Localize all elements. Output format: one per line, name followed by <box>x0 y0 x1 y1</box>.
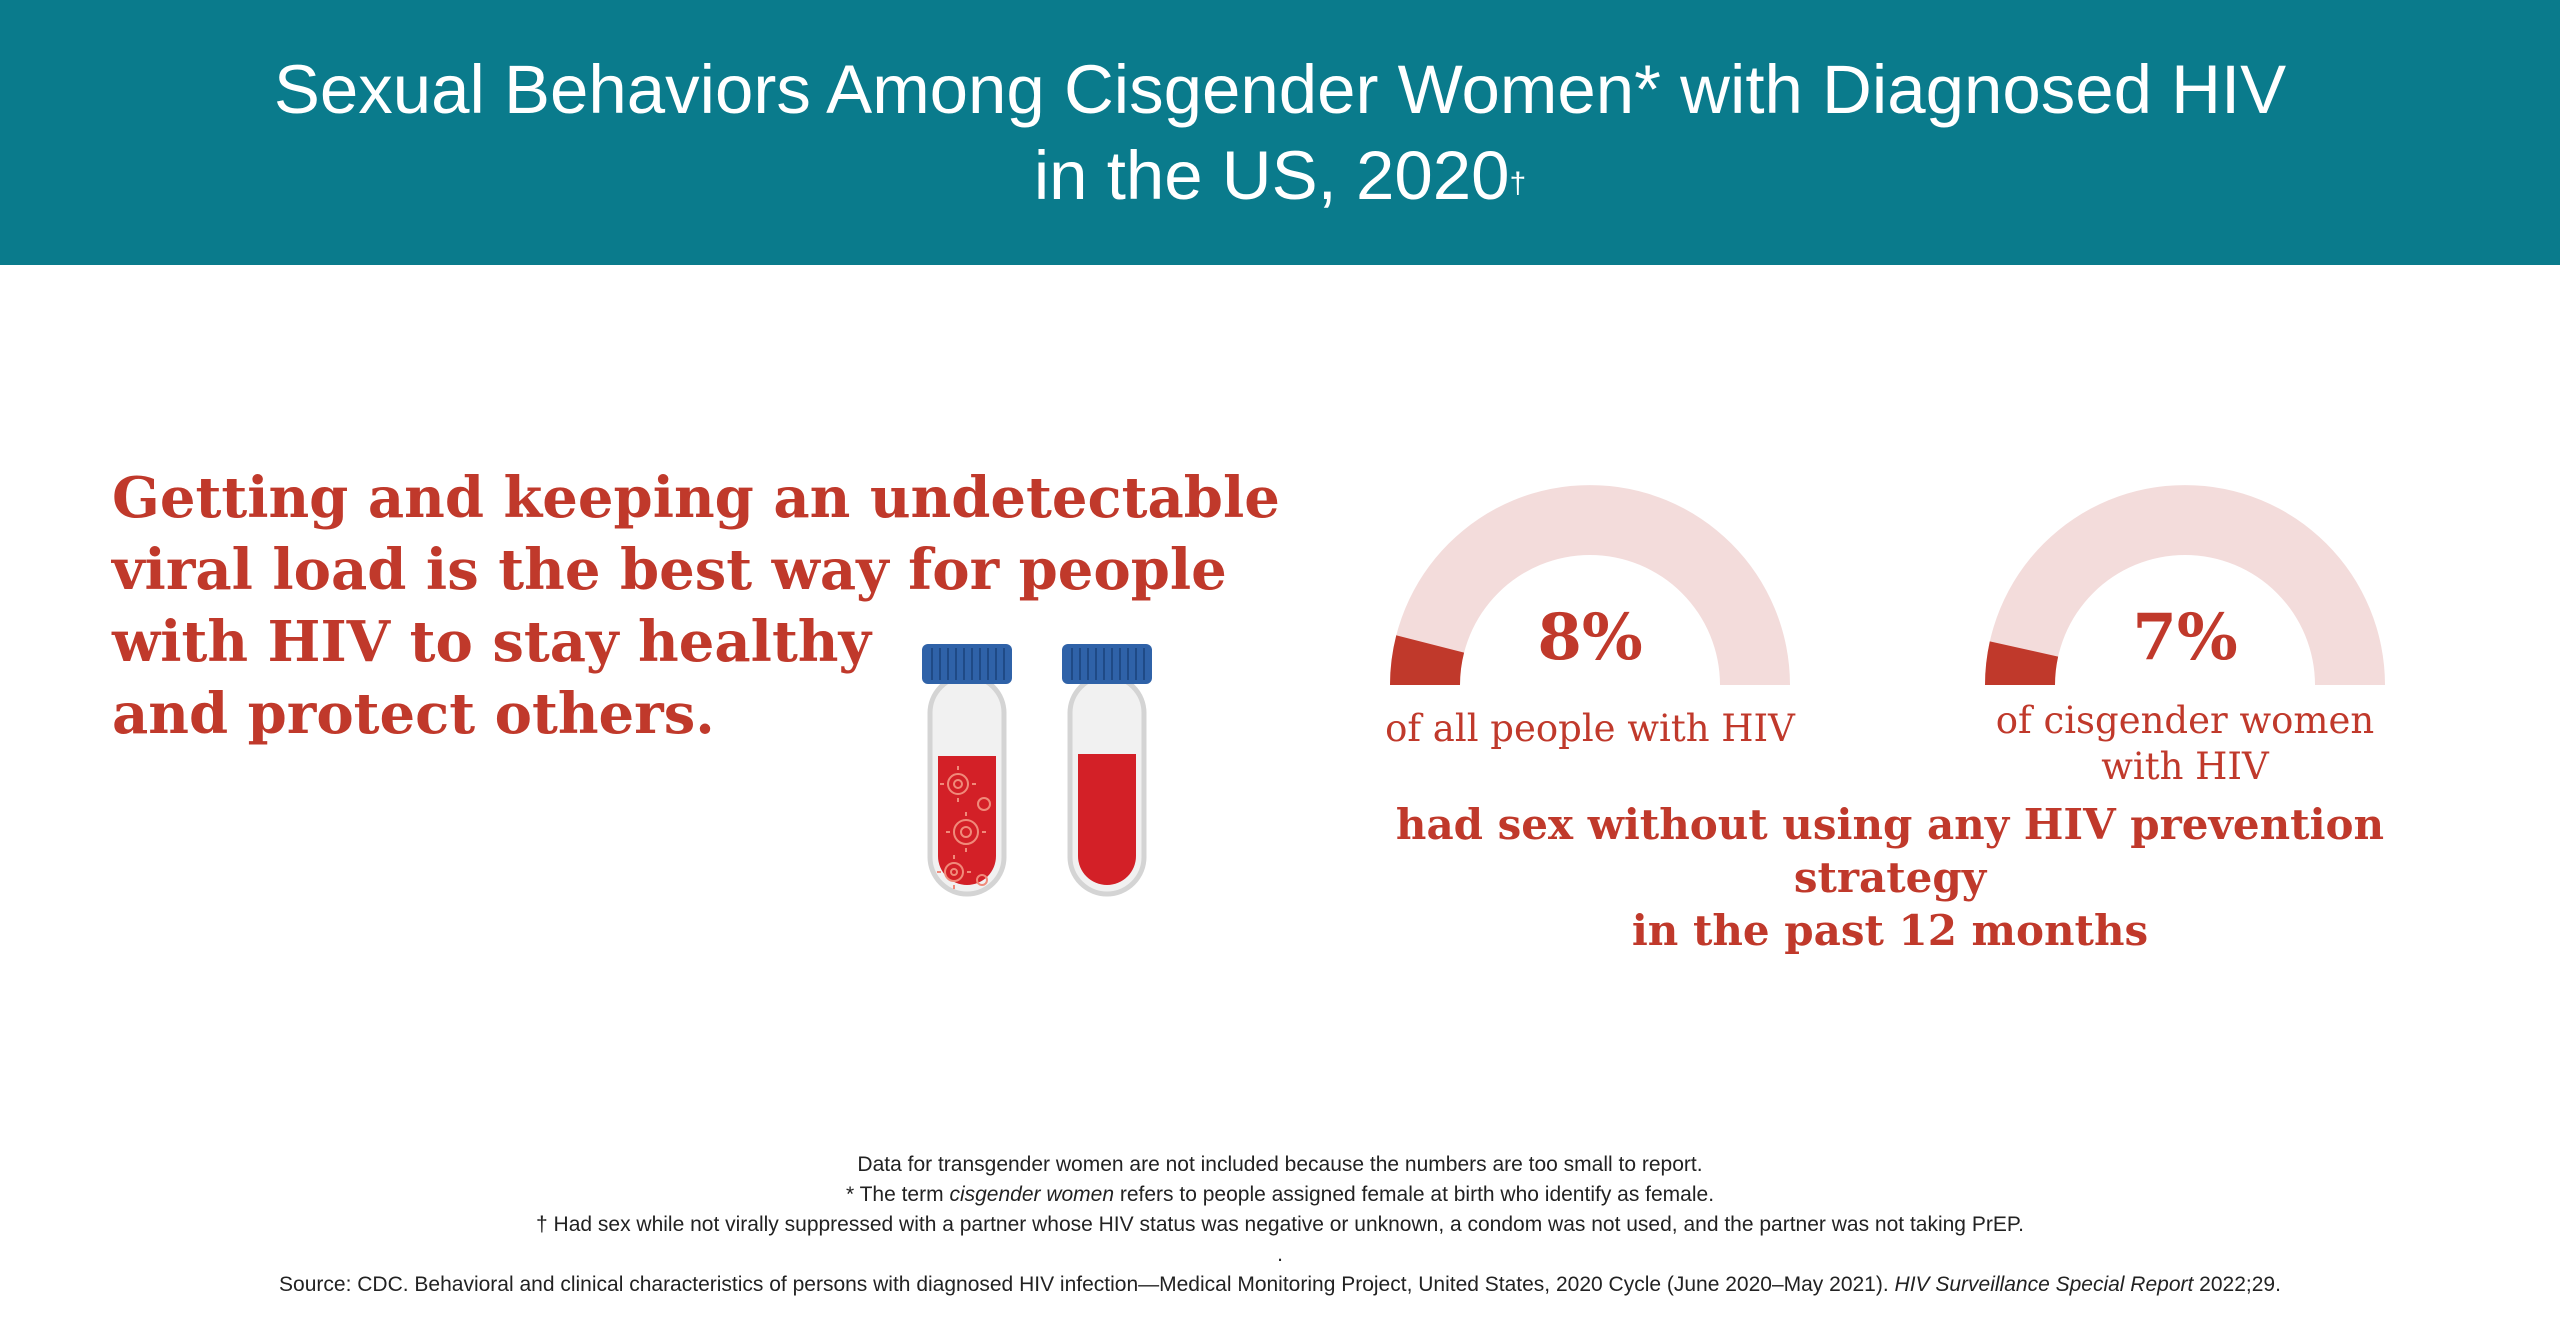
gauge-label-line-1: of all people with HIV <box>1385 707 1795 750</box>
title-line-1: Sexual Behaviors Among Cisgender Women* … <box>273 50 2287 128</box>
gauge-fill <box>1985 641 2059 685</box>
gauge-value: 7% <box>2132 600 2238 675</box>
summary-line-1: had sex without using any HIV prevention… <box>1395 800 2385 902</box>
header-banner: Sexual Behaviors Among Cisgender Women* … <box>0 0 2560 265</box>
footnotes: Data for transgender women are not inclu… <box>60 1150 2500 1300</box>
gauge-value: 8% <box>1537 600 1643 675</box>
gauge-chart-2 <box>1985 485 2385 685</box>
title-line-2: in the US, 2020† <box>1034 133 1526 219</box>
footnote-text: * The term <box>845 1183 950 1206</box>
footnote-term: cisgender women <box>949 1183 1115 1206</box>
test-tube-icon <box>1062 644 1152 897</box>
title-line-2-text: in the US, 2020 <box>1033 136 1510 214</box>
source-citation: Source: CDC. Behavioral and clinical cha… <box>60 1270 2500 1300</box>
footnote-cisgender-definition: * The term cisgender women refers to peo… <box>60 1180 2500 1210</box>
dagger-mark: † <box>1509 166 1527 200</box>
gauge-label-line-1: of cisgender women <box>1995 699 2375 742</box>
gauge-track <box>1985 485 2385 685</box>
virus-icon <box>937 766 991 889</box>
summary-text: had sex without using any HIV prevention… <box>1300 798 2480 957</box>
gauge-chart-1 <box>1390 485 1790 685</box>
gauge-label-line-2: with HIV <box>2101 745 2269 788</box>
gauge-track <box>1390 485 1790 685</box>
headline-line-3: with HIV to stay healthy <box>112 609 872 675</box>
source-text: Source: CDC. Behavioral and clinical cha… <box>279 1273 1895 1296</box>
test-tube-icon <box>922 644 1012 897</box>
gauge-all-people: 8% of all people with HIV <box>1360 480 1820 760</box>
source-text: 2022;29. <box>2193 1273 2281 1296</box>
footnote-text: refers to people assigned female at birt… <box>1114 1183 1715 1206</box>
source-report-title: HIV Surveillance Special Report <box>1894 1273 2194 1296</box>
gauge-cisgender-women: 7% of cisgender women with HIV <box>1955 480 2415 800</box>
test-tubes-illustration <box>912 636 1172 926</box>
headline: Getting and keeping an undetectable vira… <box>112 462 1292 750</box>
footnote-dot: . <box>1277 1243 1283 1266</box>
summary-line-2: in the past 12 months <box>1631 906 2149 955</box>
headline-line-4: and protect others. <box>112 681 715 747</box>
footnote-dagger: † Had sex while not virally suppressed w… <box>536 1213 2024 1236</box>
footnote-transgender: Data for transgender women are not inclu… <box>857 1153 1703 1176</box>
headline-line-1: Getting and keeping an undetectable <box>112 465 1280 531</box>
headline-line-2: viral load is the best way for people <box>112 537 1227 603</box>
gauge-fill <box>1390 635 1465 685</box>
